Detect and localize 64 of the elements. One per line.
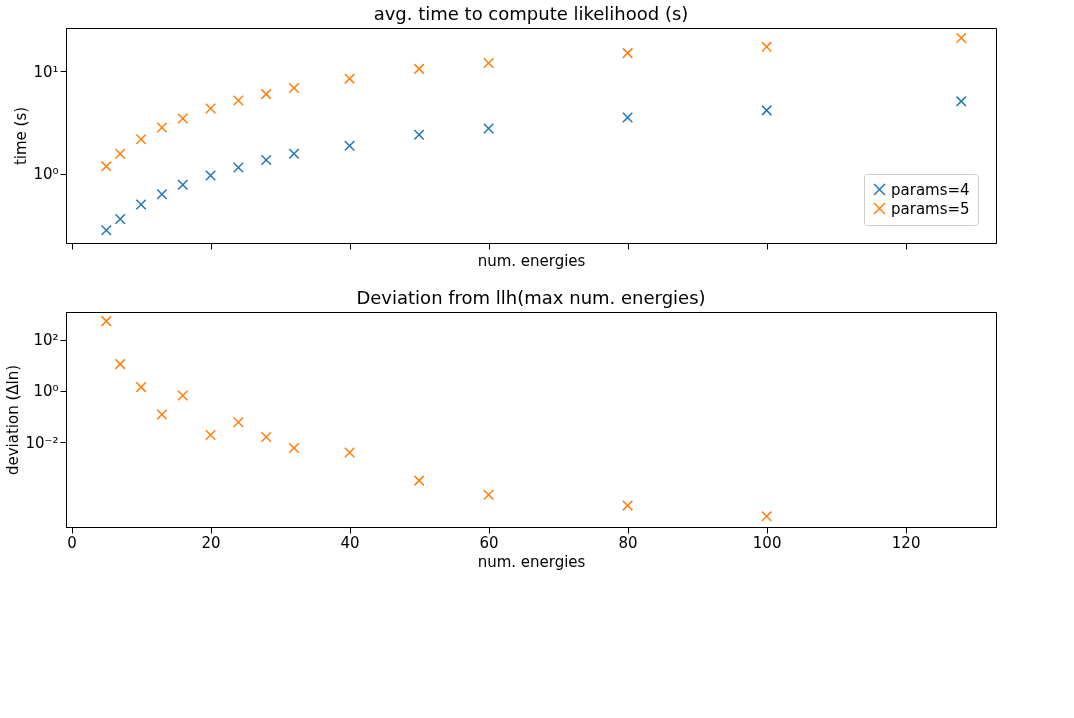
x-tick-label: 100 (752, 533, 782, 552)
point (177, 179, 189, 191)
point (413, 129, 425, 141)
point (156, 188, 168, 200)
legend-label: params=4 (891, 180, 970, 199)
point (622, 112, 634, 124)
x-axis-title: num. energies (477, 552, 586, 571)
x-tick-label: 80 (618, 533, 638, 552)
point (100, 315, 112, 327)
point (205, 170, 217, 181)
point (622, 47, 634, 59)
y-axis-title: time (s) (12, 106, 31, 166)
point (413, 63, 425, 75)
point (622, 500, 634, 512)
x-tick-label: 20 (201, 533, 221, 552)
x-tick-label: 120 (891, 533, 921, 552)
point (135, 198, 147, 210)
point (114, 148, 126, 160)
y-tick-label: 10² (33, 331, 59, 350)
point (177, 113, 189, 125)
x-tick-label: 40 (340, 533, 360, 552)
x-tick-label: 0 (67, 533, 77, 552)
point (260, 154, 272, 166)
point (100, 224, 112, 236)
chart-title: avg. time to compute likelihood (s) (373, 3, 689, 24)
y-tick-label: 10⁻² (25, 433, 59, 452)
point (232, 94, 244, 106)
legend-label: params=5 (891, 199, 970, 218)
y-tick-label: 10⁰ (33, 165, 59, 184)
point (761, 41, 773, 53)
point (483, 489, 495, 501)
point (135, 133, 147, 145)
y-tick-label: 10⁰ (33, 382, 59, 401)
point (135, 381, 147, 393)
point (260, 431, 272, 443)
point (483, 122, 495, 134)
chart-title: Deviation from llh(max num. energies) (356, 287, 706, 308)
point (288, 442, 300, 454)
point (156, 409, 168, 421)
x-tick-label: 60 (479, 533, 499, 552)
point (344, 140, 356, 152)
point (288, 82, 300, 94)
point (288, 148, 300, 160)
point (344, 446, 356, 458)
point (232, 416, 244, 428)
point (761, 104, 773, 116)
point (955, 32, 967, 44)
point (344, 73, 356, 85)
y-axis-title: deviation (Δln) (4, 364, 23, 476)
point (413, 475, 425, 487)
point (177, 390, 189, 402)
point (955, 95, 967, 107)
point (483, 57, 495, 69)
point (156, 122, 168, 133)
point (260, 88, 272, 100)
point (205, 103, 217, 114)
point (114, 213, 126, 225)
x-axis-title: num. energies (477, 252, 586, 270)
point (114, 358, 126, 370)
point (100, 160, 112, 172)
point (232, 162, 244, 173)
point (761, 510, 773, 522)
point (205, 429, 217, 441)
y-tick-label: 10¹ (33, 62, 59, 81)
